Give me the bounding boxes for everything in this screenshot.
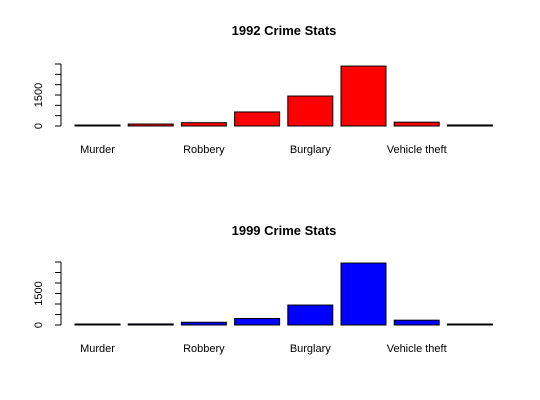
x-tick-label: Burglary	[290, 343, 331, 355]
x-tick-label: Robbery	[183, 343, 225, 355]
bar-arson	[447, 324, 492, 325]
x-tick-label: Robbery	[183, 144, 225, 156]
bar-larceny-theft	[341, 66, 386, 126]
bar-arson	[447, 125, 492, 126]
bar-robbery	[181, 322, 226, 325]
y-axis: 0 1500	[33, 262, 61, 328]
bar-burglary	[288, 96, 333, 126]
y-tick-label: 0	[33, 123, 45, 129]
bar-vehicle-theft	[394, 122, 439, 126]
bar-assault	[235, 112, 280, 126]
bar-series	[75, 263, 492, 325]
bar-burglary	[288, 305, 333, 325]
bar-rape	[128, 124, 173, 126]
x-axis-labels: Murder Robbery Burglary Vehicle theft	[80, 144, 447, 156]
bar-assault	[235, 318, 280, 325]
y-tick-label: 1500	[33, 83, 45, 107]
x-tick-label: Vehicle theft	[387, 144, 447, 156]
bar-murder	[75, 324, 120, 325]
bar-rape	[128, 324, 173, 325]
x-tick-label: Burglary	[290, 144, 331, 156]
y-axis: 0 1500	[33, 64, 61, 129]
y-tick-label: 0	[33, 322, 45, 328]
chart-title: 1992 Crime Stats	[232, 23, 337, 38]
bar-series	[75, 66, 492, 126]
y-tick-label: 1500	[33, 281, 45, 305]
bar-larceny-theft	[341, 263, 386, 325]
chart-panel-1992: 1992 Crime Stats 0 1500 Murder Robbery Burg…	[33, 23, 492, 156]
x-tick-label: Vehicle theft	[387, 343, 447, 355]
bar-robbery	[181, 123, 226, 126]
x-tick-label: Murder	[80, 343, 115, 355]
chart-panel-1999: 1999 Crime Stats 0 1500 Murder Robbery Burg…	[33, 223, 492, 355]
x-axis-labels: Murder Robbery Burglary Vehicle theft	[80, 343, 447, 355]
bar-vehicle-theft	[394, 320, 439, 325]
chart-title: 1999 Crime Stats	[232, 223, 337, 238]
bar-murder	[75, 125, 120, 126]
x-tick-label: Murder	[80, 144, 115, 156]
